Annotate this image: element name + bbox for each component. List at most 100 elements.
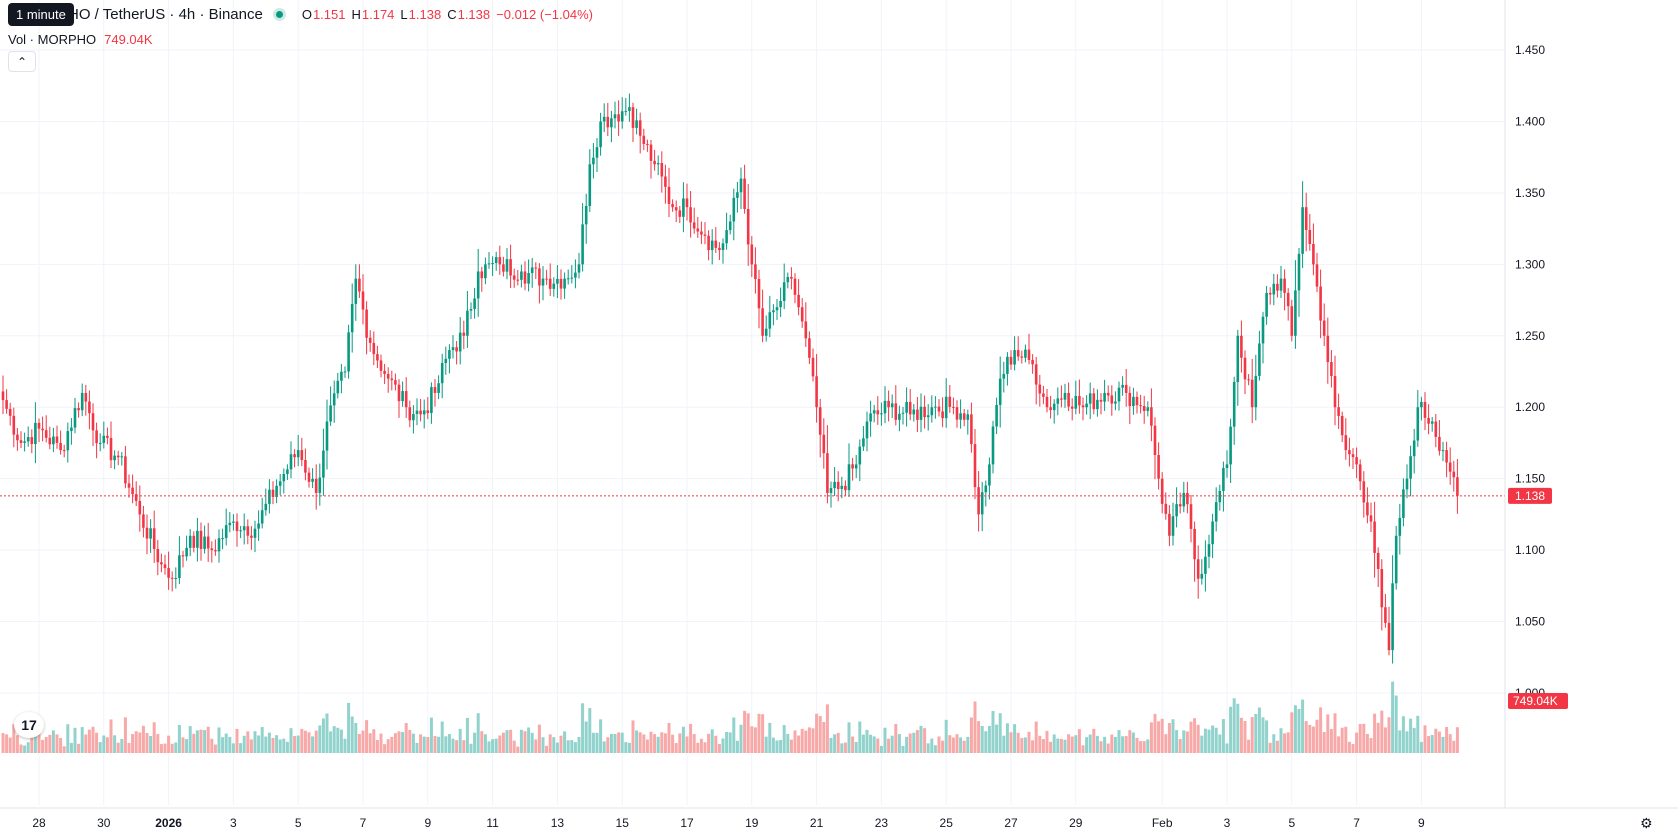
candle-body: [1142, 406, 1146, 411]
volume-legend[interactable]: Vol · MORPHO 749.04K: [8, 32, 153, 47]
price-tick-label: 1.100: [1515, 543, 1545, 557]
candle-body: [1070, 406, 1074, 409]
volume-bar: [743, 710, 747, 753]
time-tick-label: 29: [1069, 816, 1083, 830]
volume-bar: [206, 726, 210, 753]
volume-bar: [725, 731, 729, 753]
volume-bar: [48, 734, 52, 753]
candle-body: [955, 407, 959, 420]
volume-bar: [15, 735, 19, 753]
candle-body: [1067, 392, 1070, 407]
volume-bar: [69, 742, 73, 753]
candle-body: [1319, 286, 1322, 321]
candle-body: [404, 391, 408, 408]
candle-body: [664, 176, 667, 187]
candle-body: [1348, 450, 1351, 455]
candle-body: [1160, 478, 1164, 504]
volume-bar: [753, 727, 757, 753]
symbol-title[interactable]: HO / TetherUS · 4h · Binance: [68, 6, 263, 23]
candle-body: [750, 244, 754, 265]
candle-body: [581, 224, 584, 265]
volume-bar: [1081, 745, 1085, 753]
volume-bar: [1272, 734, 1276, 753]
candle-body: [638, 120, 642, 136]
volume-bar: [973, 701, 977, 753]
volume-bar: [933, 745, 937, 753]
candle-body: [728, 221, 732, 231]
volume-bar: [1221, 719, 1225, 753]
volume-bar: [1365, 733, 1369, 753]
volume-bar: [746, 713, 750, 753]
volume-bar: [1207, 729, 1211, 753]
candle-body: [592, 157, 595, 165]
candle-body: [494, 257, 498, 264]
candle-body: [930, 407, 934, 416]
volume-bar: [221, 737, 225, 753]
candle-body: [631, 107, 635, 128]
gear-icon[interactable]: ⚙: [1640, 815, 1653, 831]
candle-body: [836, 481, 840, 489]
volume-bar: [1178, 738, 1182, 753]
volume-bar: [1, 733, 5, 753]
candle-body: [887, 400, 890, 408]
volume-bar: [1441, 736, 1445, 753]
volume-bar: [915, 730, 919, 753]
candle-body: [541, 278, 545, 286]
candle-body: [707, 235, 710, 251]
symbol-legend[interactable]: HO / TetherUS · 4h · Binance O 1.151 H 1.1…: [8, 6, 593, 23]
volume-bar: [818, 716, 822, 753]
candle-body: [876, 410, 880, 415]
candle-body: [854, 464, 858, 469]
price-change: −0.012 (−1.04%): [496, 7, 593, 22]
volume-bar: [1135, 737, 1139, 753]
volume-bar: [955, 734, 959, 753]
collapse-legend-button[interactable]: ⌃: [8, 51, 36, 72]
candle-body: [1355, 457, 1358, 465]
volume-bar: [696, 742, 700, 753]
last-price-label: 1.138: [1515, 489, 1545, 503]
volume-label[interactable]: Vol · MORPHO: [8, 32, 97, 47]
volume-bar: [1063, 739, 1067, 753]
candle-body: [376, 354, 379, 361]
volume-bar: [548, 734, 552, 753]
volume-bar: [437, 736, 441, 753]
candle-body: [1405, 478, 1409, 490]
candle-body: [469, 309, 473, 311]
volume-bar: [156, 734, 160, 753]
candle-body: [1261, 316, 1265, 344]
volume-bar: [1247, 739, 1251, 753]
candle-body: [1358, 464, 1362, 482]
candle-body: [224, 525, 228, 539]
candle-body: [1434, 421, 1438, 437]
candle-body: [1049, 407, 1052, 411]
volume-bar: [149, 735, 153, 753]
candle-body: [491, 263, 494, 265]
candle-body: [548, 278, 552, 289]
volume-bar: [617, 732, 621, 753]
volume-bar: [285, 741, 289, 753]
candle-body: [516, 279, 520, 281]
volume-bar: [858, 721, 862, 753]
candle-body: [919, 406, 923, 420]
candle-body: [5, 400, 8, 409]
volume-bar: [1113, 736, 1117, 753]
candle-body: [822, 434, 826, 454]
volume-bar: [300, 728, 304, 753]
volume-bar: [246, 731, 250, 753]
volume-bar: [1286, 732, 1290, 753]
market-status-icon[interactable]: [272, 8, 286, 21]
candle-body: [1380, 569, 1384, 608]
candle-body: [1272, 283, 1276, 295]
volume-bar: [195, 730, 199, 753]
volume-bar: [854, 741, 858, 753]
volume-bar: [336, 727, 340, 753]
candle-body: [1250, 379, 1254, 408]
tradingview-logo-icon[interactable]: 17: [14, 712, 44, 738]
volume-bar: [851, 736, 855, 753]
volume-bar: [1250, 717, 1254, 753]
candle-body: [1027, 349, 1031, 360]
candle-body: [12, 415, 16, 435]
volume-bar: [635, 730, 639, 753]
candle-body: [52, 436, 55, 445]
